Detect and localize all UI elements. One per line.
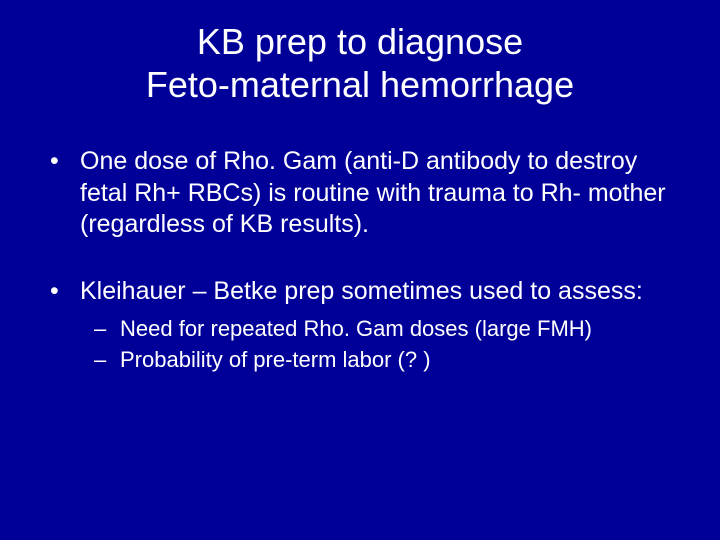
sub-bullet-marker: – — [94, 346, 120, 375]
sub-bullet-text: Probability of pre-term labor (? ) — [120, 346, 670, 375]
bullet-item: • One dose of Rho. Gam (anti-D antibody … — [50, 146, 670, 240]
sub-bullet-text: Need for repeated Rho. Gam doses (large … — [120, 315, 670, 344]
bullet-text: One dose of Rho. Gam (anti-D antibody to… — [80, 146, 670, 240]
bullet-marker: • — [50, 146, 80, 240]
bullet-text: Kleihauer – Betke prep sometimes used to… — [80, 276, 670, 307]
slide-body: • One dose of Rho. Gam (anti-D antibody … — [0, 146, 720, 374]
sub-bullet-marker: – — [94, 315, 120, 344]
sub-bullet-item: – Need for repeated Rho. Gam doses (larg… — [94, 315, 670, 344]
title-line-2: Feto-maternal hemorrhage — [146, 64, 574, 105]
title-line-1: KB prep to diagnose — [197, 21, 523, 62]
bullet-item: • Kleihauer – Betke prep sometimes used … — [50, 276, 670, 307]
bullet-marker: • — [50, 276, 80, 307]
sub-bullet-item: – Probability of pre-term labor (? ) — [94, 346, 670, 375]
slide-title: KB prep to diagnose Feto-maternal hemorr… — [0, 20, 720, 106]
